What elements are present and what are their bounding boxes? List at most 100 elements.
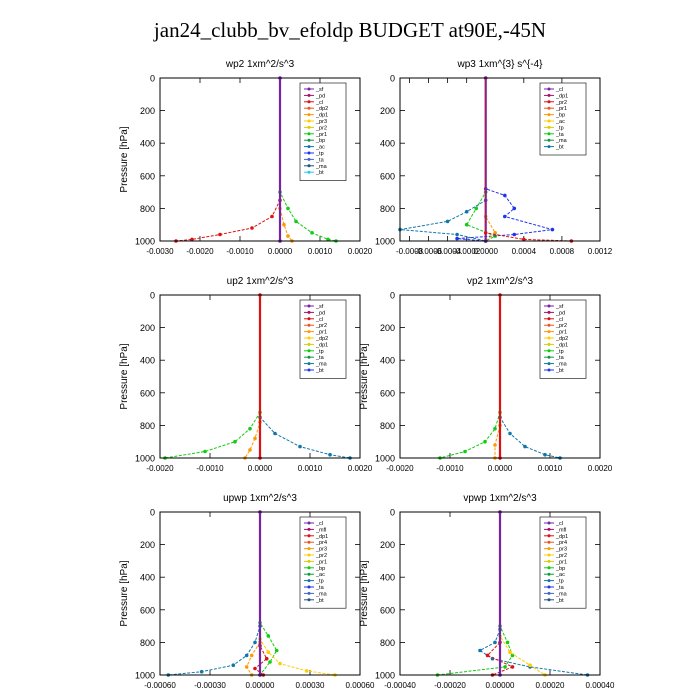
data-point-up2 [328,452,332,457]
legend-label-vpwp: _ma [555,591,568,597]
plot-frame-vpwp [399,511,601,676]
legend-marker-upwp [307,559,311,563]
legend-label-wp3: _bt [555,145,564,151]
x-tick-label-wp3: 0.0004 [512,247,537,256]
series-line-pr1-up2 [244,295,261,459]
legend-marker-vp2 [547,349,551,353]
legend-label-upwp: _tp [315,579,324,585]
legend-marker-wp3 [547,106,551,110]
y-tick-label-vpwp: 600 [380,605,395,615]
legend-label-up2: _pd [315,310,325,316]
legend-marker-vp2 [547,342,551,346]
data-point-upwp [253,640,257,645]
panel-wp3: wp3 1xm^{3} s^{-4}02004006008001000-0.00… [375,59,613,256]
legend-marker-wp2 [307,170,311,174]
y-tick-label-wp2: 800 [140,204,155,214]
data-point-wp2 [294,219,298,224]
legend-label-upwp: _bt [315,598,324,604]
legend-marker-vpwp [547,572,551,576]
data-point-upwp [244,665,249,669]
legend-marker-up2 [307,362,311,366]
y-tick-label-wp2: 0 [150,74,155,84]
legend-marker-upwp [307,540,311,544]
x-tick-label-up2: 0.0010 [298,464,323,473]
y-tick-label-vp2: 600 [380,388,395,398]
legend-label-vpwp: _pr4 [555,540,567,546]
legend-marker-wp3 [547,132,551,136]
legend-marker-wp3 [547,93,551,97]
series-line-dp1-wp3 [485,78,572,242]
legend-label-wp2: _bt [315,170,324,176]
y-tick-label-vpwp: 1000 [375,671,395,681]
legend-label-wp2: _pr1 [315,132,327,138]
legend-label-upwp: _dp1 [315,534,328,540]
legend-marker-wp2 [307,157,311,161]
legend-label-vpwp: _ta [555,585,565,591]
legend-label-vpwp: _ac [555,572,565,578]
legend-label-wp3: _bp [555,113,565,119]
data-point-vpwp [528,663,532,667]
data-point-upwp [266,634,271,638]
plot-frame-wp3 [399,77,601,242]
legend-label-vpwp: _dp1 [555,534,568,540]
y-tick-label-up2: 200 [140,323,155,333]
data-point-upwp [249,653,254,658]
series-line-dp2-vp2 [439,295,501,459]
legend-label-wp2: _tp [315,151,324,157]
legend-marker-vpwp [547,591,551,595]
legend-marker-vpwp [547,559,551,563]
panel-vp2: vp2 1xm^2/s^3 Pressure [hPa] 0 200 400 600 800… [359,276,613,473]
legend-label-up2: _dp1 [315,342,328,348]
panel-title-up2: up2 1xm^2/s^3 [227,276,294,287]
data-point-wp3 [483,231,488,235]
data-point-wp3 [512,232,517,237]
legend-marker-wp3 [547,100,551,104]
legend-marker-vp2 [547,368,551,372]
plot-frame-up2 [159,294,361,459]
data-point-up2 [298,444,302,449]
x-tick-label-wp3: 0.0000 [473,247,498,256]
legend-marker-wp2 [307,87,311,91]
y-tick-label-upwp: 0 [150,508,155,518]
legend-marker-vp2 [547,355,551,359]
legend-label-wp2: _pd [315,93,325,99]
legend-marker-upwp [307,553,311,557]
legend-marker-vp2 [547,336,551,340]
series-line-pr1-vpwp [499,512,546,676]
data-point-upwp [231,663,236,667]
y-axis-label-up2: Pressure [hPa] [119,343,130,409]
x-tick-label-wp3: 0.0012 [588,247,613,256]
y-axis-label-wp2: Pressure [hPa] [119,126,130,192]
data-point-wp3 [522,237,526,242]
series-line-pr2-upwp [246,512,261,676]
y-tick-label-vp2: 800 [380,421,395,431]
panel-title-vpwp: vpwp 1xm^2/s^3 [463,493,537,504]
legend-label-vp2: _tp [555,349,564,355]
x-tick-label-vpwp: 0.00000 [486,681,515,690]
figure-title: jan24_clubb_bv_efoldp BUDGET at90E,-45N [153,18,547,42]
legend-label-wp2: _pr2 [315,125,327,131]
data-point-wp2 [326,237,330,242]
y-tick-label-vp2: 400 [380,356,395,366]
data-point-wp3 [503,193,507,198]
legend-label-up2: _sf [315,304,324,310]
legend-box-wp2 [299,82,347,181]
legend-label-up2: _pr2 [315,323,327,329]
legend-marker-upwp [307,547,311,551]
legend-marker-vp2 [547,330,551,334]
legend-label-wp3: _cl [555,87,563,93]
x-tick-label-wp2: 0.0020 [348,247,373,256]
legend-marker-upwp [307,585,311,589]
x-tick-label-upwp: 0.00060 [346,681,375,690]
x-tick-label-vpwp: -0.00020 [434,681,466,690]
data-point-up2 [273,431,277,436]
legend-label-vp2: _dp2 [555,336,568,342]
legend-marker-vpwp [547,534,551,538]
x-tick-label-wp3: -0.0006 [415,247,443,256]
data-point-wp3 [455,232,459,237]
legend-label-upwp: _pr2 [315,553,327,559]
legend-label-wp2: _dp2 [315,106,328,112]
legend-marker-wp3 [547,119,551,123]
legend-label-up2: _cl [315,317,323,323]
legend-marker-upwp [307,566,311,570]
